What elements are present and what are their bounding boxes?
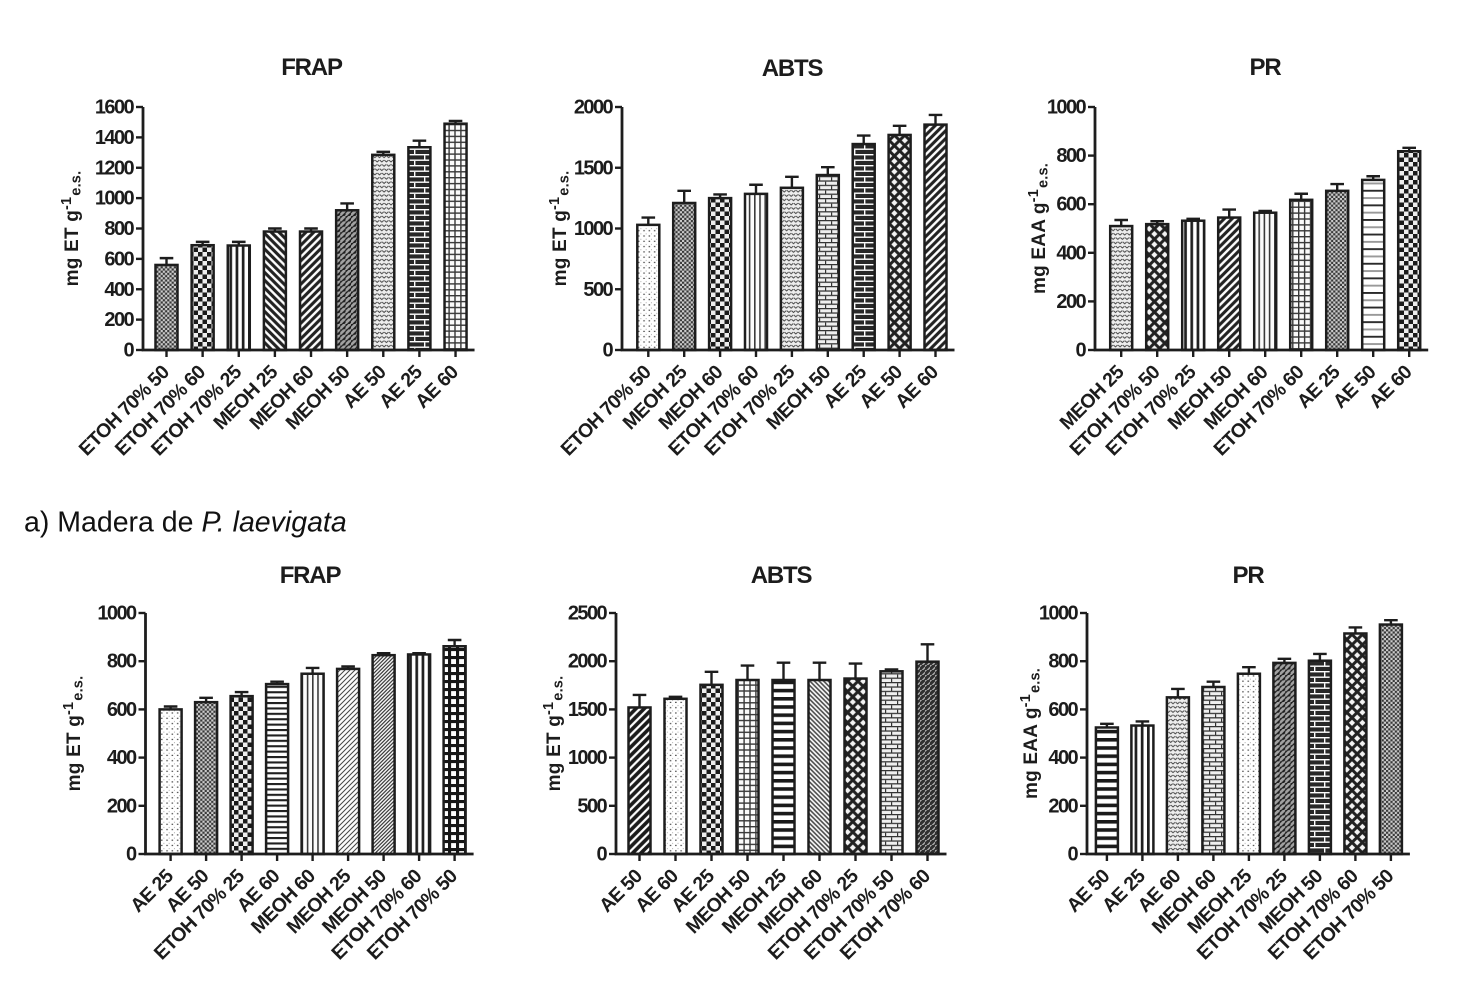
svg-text:0: 0 xyxy=(123,340,134,362)
svg-text:1000: 1000 xyxy=(1047,97,1087,119)
svg-text:2000: 2000 xyxy=(574,97,614,119)
svg-text:1500: 1500 xyxy=(574,157,614,179)
svg-text:400: 400 xyxy=(1056,242,1086,264)
svg-text:0: 0 xyxy=(1075,340,1086,362)
svg-text:PR: PR xyxy=(1233,562,1265,589)
svg-text:600: 600 xyxy=(107,699,137,721)
svg-text:200: 200 xyxy=(1056,291,1086,313)
svg-text:400: 400 xyxy=(104,279,134,301)
svg-text:400: 400 xyxy=(1048,747,1078,769)
svg-text:1000: 1000 xyxy=(1039,603,1079,625)
svg-text:600: 600 xyxy=(1048,699,1078,721)
svg-text:1400: 1400 xyxy=(95,127,135,149)
svg-text:500: 500 xyxy=(583,279,613,301)
svg-text:600: 600 xyxy=(104,248,134,270)
svg-text:200: 200 xyxy=(104,309,134,331)
svg-text:ABTS: ABTS xyxy=(751,562,813,589)
svg-text:0: 0 xyxy=(126,844,137,866)
svg-text:600: 600 xyxy=(1056,194,1086,216)
svg-text:200: 200 xyxy=(107,795,137,817)
svg-text:1600: 1600 xyxy=(95,97,135,119)
svg-text:1000: 1000 xyxy=(568,747,608,769)
svg-text:400: 400 xyxy=(107,747,137,769)
svg-text:800: 800 xyxy=(1048,651,1078,673)
svg-text:500: 500 xyxy=(577,795,607,817)
svg-text:2000: 2000 xyxy=(568,651,608,673)
svg-text:1000: 1000 xyxy=(95,188,135,210)
svg-text:800: 800 xyxy=(107,651,137,673)
svg-text:0: 0 xyxy=(1067,844,1078,866)
svg-text:0: 0 xyxy=(596,844,607,866)
svg-text:800: 800 xyxy=(1056,145,1086,167)
svg-text:FRAP: FRAP xyxy=(280,562,342,589)
svg-text:0: 0 xyxy=(602,340,613,362)
svg-text:a) Madera de P. laevigata: a) Madera de P. laevigata xyxy=(24,507,347,539)
svg-text:1000: 1000 xyxy=(97,603,137,625)
svg-text:ABTS: ABTS xyxy=(762,55,824,82)
svg-text:1000: 1000 xyxy=(574,218,614,240)
svg-text:PR: PR xyxy=(1250,54,1282,81)
svg-text:1200: 1200 xyxy=(95,157,135,179)
svg-text:200: 200 xyxy=(1048,795,1078,817)
svg-text:2500: 2500 xyxy=(568,603,608,625)
svg-text:1500: 1500 xyxy=(568,699,608,721)
svg-text:FRAP: FRAP xyxy=(281,54,343,81)
svg-text:800: 800 xyxy=(104,218,134,240)
